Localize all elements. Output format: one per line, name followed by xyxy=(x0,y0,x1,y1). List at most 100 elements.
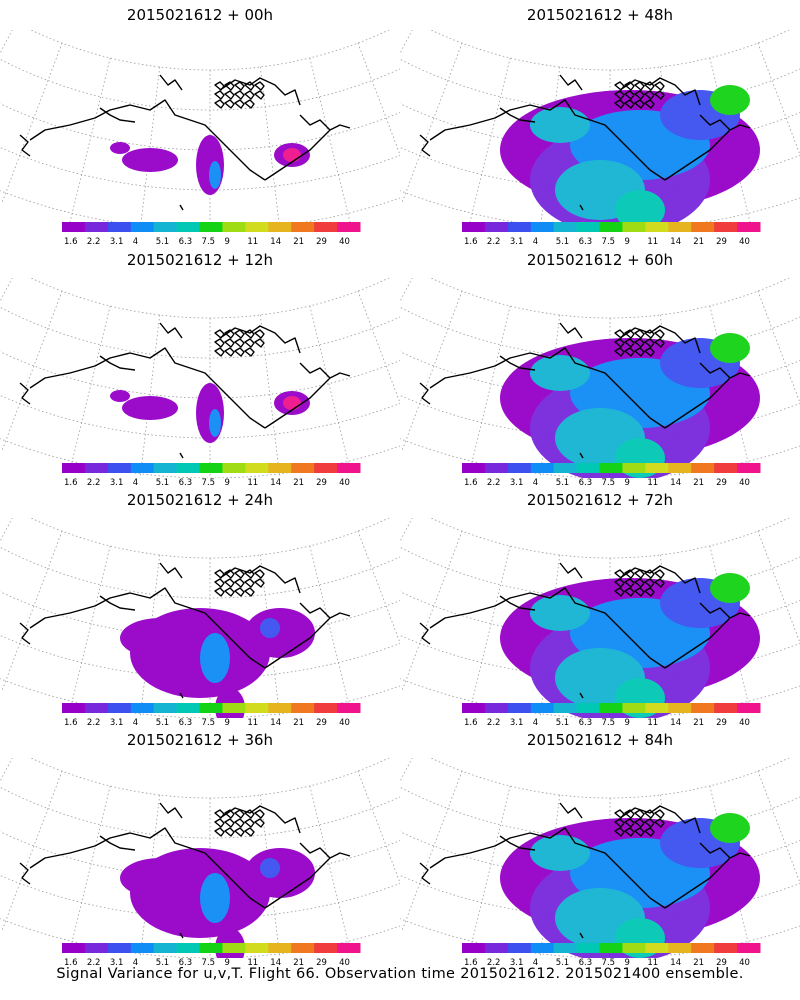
island-outline xyxy=(624,818,635,828)
colorbar-swatch xyxy=(337,943,361,953)
meridian-line xyxy=(757,290,800,404)
colorbar-swatch xyxy=(462,463,486,473)
variance-contour-fill xyxy=(615,190,665,230)
island-outline xyxy=(654,81,665,91)
variance-field xyxy=(110,383,310,443)
coastline-path xyxy=(499,107,536,123)
coastline-path xyxy=(699,602,731,619)
latitude-circle xyxy=(0,546,400,599)
variance-map xyxy=(400,758,800,958)
variance-contour-fill xyxy=(283,148,301,162)
forecast-panel: 2015021612 + 12h 1.6 2.2 3.1 4 5.1 6.3 7.5 9 11 14… xyxy=(0,245,400,488)
meridian-line xyxy=(757,530,800,644)
colorbar-swatch xyxy=(268,463,292,473)
colorbar-label: 11 xyxy=(647,237,658,247)
colorbar-label: 2.2 xyxy=(487,237,501,247)
island-outline xyxy=(244,81,255,91)
coastline-path xyxy=(664,852,751,909)
latitude-circle xyxy=(430,30,790,71)
island-outline xyxy=(634,81,645,91)
colorbar-swatch xyxy=(599,463,623,473)
colorbar-label: 6.3 xyxy=(579,718,593,728)
island-outline xyxy=(254,329,265,339)
colorbar-swatch xyxy=(291,222,315,232)
latitude-circle xyxy=(430,278,790,319)
coastline-path xyxy=(429,587,666,669)
coastline-path xyxy=(99,107,136,123)
colorbar-label: 7.5 xyxy=(202,478,216,488)
colorbar-swatch xyxy=(268,222,292,232)
colorbar-swatch xyxy=(176,703,201,713)
colorbar-swatch xyxy=(668,222,692,232)
island-outline xyxy=(214,587,225,597)
colorbar-label: 11 xyxy=(247,478,258,488)
colorbar-label: 6.3 xyxy=(579,237,593,247)
colorbar-label: 2.2 xyxy=(87,478,101,488)
colorbar-swatch xyxy=(337,222,361,232)
island-outline xyxy=(644,827,655,837)
colorbar-label: 21 xyxy=(693,478,704,488)
island-outline xyxy=(654,578,665,588)
island-outline xyxy=(244,329,255,339)
forecast-panel: 2015021612 + 36h 1.6 2.2 3.1 4 5.1 6.3 7.5 9 11 14… xyxy=(0,725,400,968)
meridian-line xyxy=(469,785,511,952)
latitude-circle xyxy=(430,518,790,559)
colorbar-swatch xyxy=(484,463,509,473)
colorbar-label: 5.1 xyxy=(556,237,570,247)
meridian-line xyxy=(1,530,63,691)
colorbar-label: 3.1 xyxy=(110,237,124,247)
island-outline xyxy=(224,569,235,579)
colorbar-swatch xyxy=(622,222,646,232)
colorbar: 1.6 2.2 3.1 4 5.1 6.3 7.5 9 11 14 21 29 40 xyxy=(462,222,761,247)
meridian-line xyxy=(69,785,111,952)
coastline-path xyxy=(429,347,666,429)
island-outline xyxy=(644,329,655,339)
colorbar-swatch xyxy=(314,463,338,473)
island-outline xyxy=(234,347,245,357)
colorbar: 1.6 2.2 3.1 4 5.1 6.3 7.5 9 11 14 21 29 40 xyxy=(62,703,361,728)
colorbar-label: 1.6 xyxy=(464,478,478,488)
coastline-path xyxy=(264,372,351,429)
variance-contour-fill xyxy=(245,848,315,898)
variance-contour-fill xyxy=(196,383,224,443)
colorbar-label: 21 xyxy=(693,718,704,728)
island-outline xyxy=(654,329,665,339)
colorbar-label: 40 xyxy=(739,237,750,247)
colorbar-swatch xyxy=(576,943,601,953)
island-outline xyxy=(254,90,265,100)
colorbar-label: 7.5 xyxy=(602,478,616,488)
variance-contour-fill xyxy=(209,161,221,189)
island-outline xyxy=(634,578,645,588)
colorbar-label: 4 xyxy=(133,958,138,968)
meridian-line xyxy=(400,278,413,303)
colorbar-swatch xyxy=(268,703,292,713)
colorbar-label: 9 xyxy=(624,958,629,968)
coastline-path xyxy=(179,692,184,699)
panel-title: 2015021612 + 24h xyxy=(126,491,274,509)
colorbar-label: 14 xyxy=(670,237,681,247)
latitude-circle xyxy=(0,306,400,359)
colorbar-label: 9 xyxy=(224,718,229,728)
colorbar-swatch xyxy=(199,463,223,473)
coastline-path xyxy=(664,372,751,429)
coastlines xyxy=(19,74,351,211)
coastline-path xyxy=(619,325,701,354)
forecast-panel: 2015021612 + 24h 1.6 2.2 3.1 4 5.1 6.3 7.5 9 11 14… xyxy=(0,485,400,728)
colorbar: 1.6 2.2 3.1 4 5.1 6.3 7.5 9 11 14 21 29 40 xyxy=(462,943,761,968)
colorbar-swatch xyxy=(462,943,486,953)
variance-field xyxy=(120,848,315,958)
colorbar-swatch xyxy=(668,463,692,473)
latitude-circle xyxy=(0,786,400,839)
meridian-line xyxy=(1,770,63,931)
variance-contour-fill xyxy=(110,142,130,154)
colorbar-swatch xyxy=(576,463,601,473)
coastline-path xyxy=(19,134,31,157)
colorbar-label: 14 xyxy=(270,958,281,968)
variance-contour-fill xyxy=(245,608,315,658)
colorbar-label: 40 xyxy=(339,958,350,968)
island-outline xyxy=(644,338,655,348)
colorbar-swatch xyxy=(222,703,246,713)
colorbar-label: 40 xyxy=(339,718,350,728)
coastline-path xyxy=(159,74,183,91)
colorbar-label: 21 xyxy=(293,237,304,247)
